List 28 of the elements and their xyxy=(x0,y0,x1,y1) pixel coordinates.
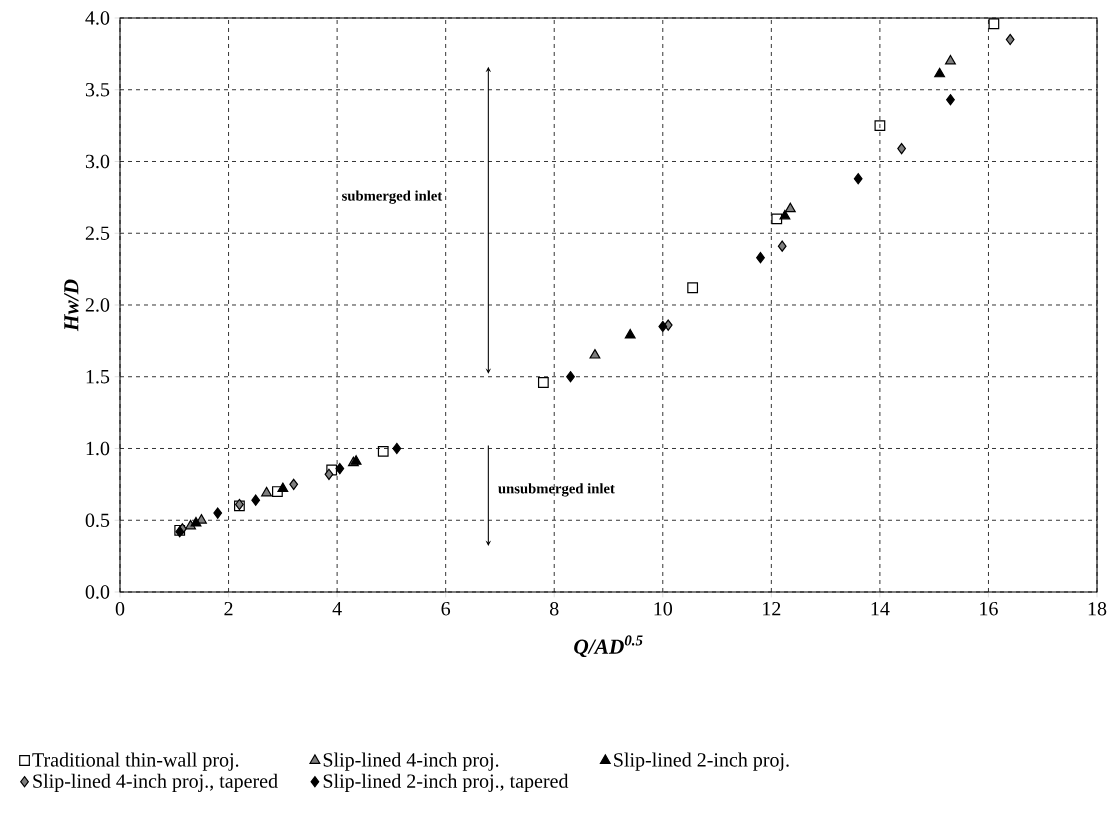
legend-label: Slip-lined 2-inch proj., tapered xyxy=(323,773,569,792)
x-tick-label: 10 xyxy=(654,602,673,616)
x-tick-label: 18 xyxy=(1088,602,1107,616)
legend-label: Slip-lined 2-inch proj. xyxy=(614,752,789,771)
x-tick-label: 4 xyxy=(332,602,342,616)
x-tick-label: 12 xyxy=(763,602,781,616)
x-tick-label: 8 xyxy=(549,602,559,616)
y-tick-label: 4.0 xyxy=(85,11,110,25)
y-tick-label: 1.0 xyxy=(86,441,110,456)
legend-label: Slip-lined 4-inch proj., tapered xyxy=(33,773,278,792)
x-tick-label: 2 xyxy=(224,602,233,616)
y-axis-title: Hw/D xyxy=(64,279,79,332)
y-tick-label: 3.5 xyxy=(85,82,110,97)
legend-label: Slip-lined 4-inch proj. xyxy=(323,752,499,771)
annotation: unsubmerged inlet xyxy=(498,483,615,497)
y-tick-label: 0.0 xyxy=(85,585,110,599)
x-tick-label: 14 xyxy=(871,602,890,616)
x-tick-label: 0 xyxy=(115,602,125,616)
legend-label: Traditional thin-wall proj. xyxy=(32,752,239,771)
y-tick-label: 0.5 xyxy=(85,513,110,528)
annotation: submerged inlet xyxy=(342,190,443,204)
x-axis-title: Q/AD$^{0.5}$ xyxy=(574,635,643,658)
x-tick-label: 16 xyxy=(980,602,998,616)
x-tick-label: 6 xyxy=(441,602,451,616)
y-tick-label: 2.5 xyxy=(85,226,110,241)
y-tick-label: 2.0 xyxy=(85,298,110,312)
y-tick-label: 3.0 xyxy=(85,154,110,169)
y-tick-label: 1.5 xyxy=(86,370,110,384)
